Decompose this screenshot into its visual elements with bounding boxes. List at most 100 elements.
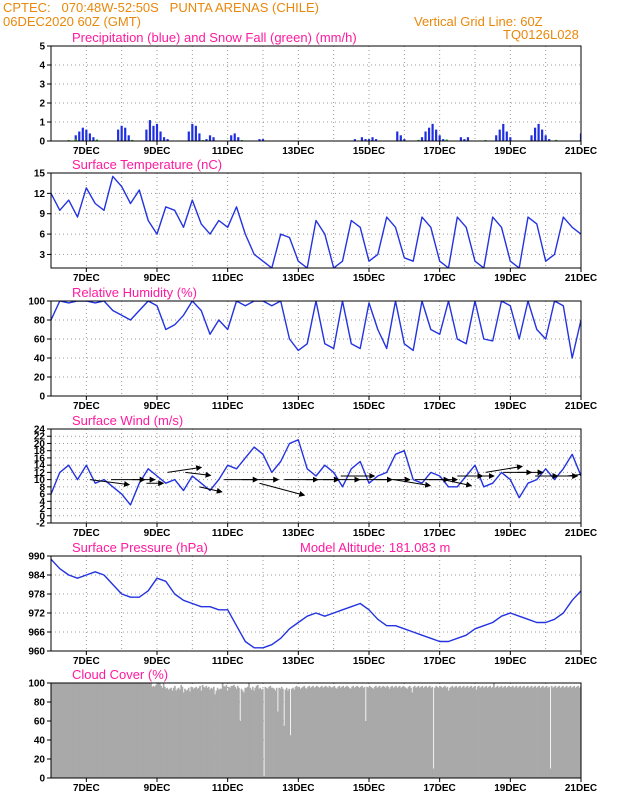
cloud-cover-bar [84, 683, 87, 778]
cloud-cover-bar [130, 683, 132, 778]
cloud-cover-bar [500, 685, 503, 778]
cloud-cover-bar [202, 686, 205, 778]
x-tick-label: 7DEC [73, 401, 100, 412]
cloud-cover-bar [332, 686, 334, 778]
cloud-cover-bar [367, 687, 370, 778]
cloud-cover-bar [243, 692, 245, 778]
cloud-cover-bar [210, 687, 213, 778]
x-tick-label: 9DEC [144, 401, 171, 412]
cloud-cover-bar [513, 687, 515, 778]
cloud-cover-bar [364, 721, 367, 778]
x-tick-label: 11DEC [212, 656, 244, 667]
cloud-cover-bar [236, 685, 239, 778]
cloud-cover-bar [420, 686, 422, 778]
cloud-cover-bar [564, 686, 567, 778]
cloud-cover-bar [289, 735, 292, 778]
cloud-cover-bar [239, 721, 242, 778]
cloud-cover-bar [169, 688, 171, 778]
y-tick-label: 80 [34, 316, 46, 327]
cloud-cover-bar [228, 686, 230, 778]
cloud-cover-bar [141, 683, 144, 778]
cloud-cover-bar [201, 684, 204, 778]
header-grid-line: Vertical Grid Line: 60Z [414, 14, 543, 29]
precipitation-bar [159, 131, 162, 141]
cloud-cover-bar [461, 686, 464, 778]
y-tick-label: 5 [39, 42, 45, 53]
cloud-cover-bar [307, 686, 309, 778]
plot-area [67, 120, 581, 141]
cloud-cover-bar [499, 686, 502, 778]
cloud-cover-bar [110, 683, 112, 778]
cloud-cover-bar [215, 690, 218, 778]
cloud-cover-bar [430, 687, 432, 778]
cloud-cover-bar [53, 683, 56, 778]
cloud-cover-bar [177, 687, 180, 778]
cloud-cover-bar [99, 683, 102, 778]
cloud-cover-bar [309, 687, 312, 778]
y-tick-label: 20 [34, 373, 46, 384]
cloud-cover-bar [511, 685, 514, 778]
plot-area [51, 683, 581, 778]
precipitation-bar [117, 129, 120, 141]
cloud-cover-bar [145, 683, 147, 778]
precipitation-bar [233, 133, 236, 141]
wind-arrow [259, 482, 306, 497]
cloud-cover-bar [310, 686, 313, 778]
cloud-cover-bar [127, 683, 130, 778]
precipitation-bar [258, 139, 261, 141]
cloud-cover-bar [82, 683, 85, 778]
cloud-cover-bar [376, 687, 378, 778]
cloud-cover-bar [273, 688, 275, 778]
cloud-cover-bar [218, 689, 220, 778]
cloud-cover-bar [175, 690, 177, 778]
cloud-cover-bar [284, 689, 287, 778]
cloud-cover-bar [118, 683, 121, 778]
precipitation-bar [541, 129, 544, 141]
panel-frame [50, 682, 582, 779]
cloud-cover-bar [343, 687, 346, 778]
y-tick-label: 60 [34, 335, 46, 346]
cloud-cover-bar [77, 683, 80, 778]
cloud-cover-bar [508, 685, 510, 778]
cloud-cover-bar [125, 683, 127, 778]
cloud-cover-bar [314, 686, 317, 778]
cloud-cover-bar [322, 687, 324, 778]
cloud-cover-bar [447, 690, 450, 778]
cloud-cover-bar [338, 685, 341, 778]
x-tick-label: 17DEC [424, 656, 456, 667]
cloud-cover-bar [305, 688, 308, 778]
cloud-cover-bar [294, 686, 297, 778]
cloud-cover-bar [554, 685, 557, 778]
cloud-cover-bar [59, 683, 62, 778]
cloud-cover-bar [115, 683, 117, 778]
wind-arrow [89, 479, 131, 487]
precipitation-bar [74, 135, 77, 141]
precipitation-bar [92, 137, 95, 141]
cloud-cover-bar [105, 683, 107, 778]
cloud-cover-bar [450, 686, 453, 778]
cloud-cover-bar [181, 686, 184, 778]
cloud-cover-bar [524, 687, 527, 778]
cloud-cover-bar [333, 685, 336, 778]
cloud-cover-bar [283, 725, 286, 778]
x-tick-label: 19DEC [494, 528, 526, 539]
cloud-cover-bar [285, 687, 288, 778]
snowfall-bar [131, 139, 134, 141]
cloud-cover-bar [387, 686, 390, 778]
precipitation-bar [427, 127, 431, 141]
cloud-cover-bar [412, 686, 415, 778]
precipitation-bar [466, 137, 470, 141]
cloud-cover-bar [211, 688, 214, 778]
cloud-cover-bar [380, 687, 382, 778]
cloud-cover-bar [67, 683, 69, 778]
cloud-cover-bar [63, 683, 66, 778]
cloud-cover-bar [182, 692, 185, 778]
cloud-cover-bar [424, 686, 426, 778]
cloud-cover-bar [71, 683, 73, 778]
cloud-cover-bar [565, 685, 568, 778]
cloud-cover-bar [472, 686, 475, 778]
x-tick-label: 9DEC [144, 146, 171, 157]
cloud-cover-bar [327, 687, 329, 778]
panel-frame [50, 300, 582, 397]
cloud-cover-bar [391, 685, 394, 778]
